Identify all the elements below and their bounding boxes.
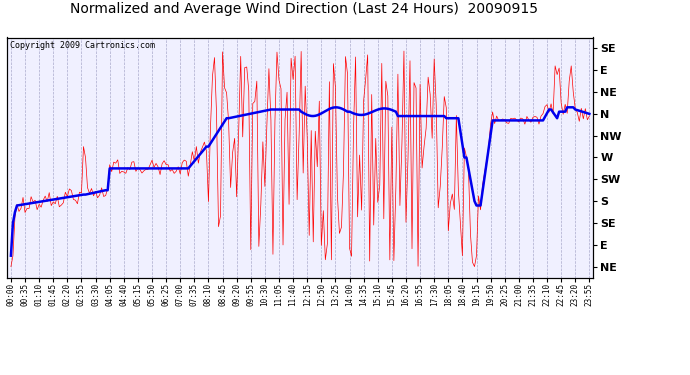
- Text: Copyright 2009 Cartronics.com: Copyright 2009 Cartronics.com: [10, 41, 155, 50]
- Text: Normalized and Average Wind Direction (Last 24 Hours)  20090915: Normalized and Average Wind Direction (L…: [70, 2, 538, 16]
